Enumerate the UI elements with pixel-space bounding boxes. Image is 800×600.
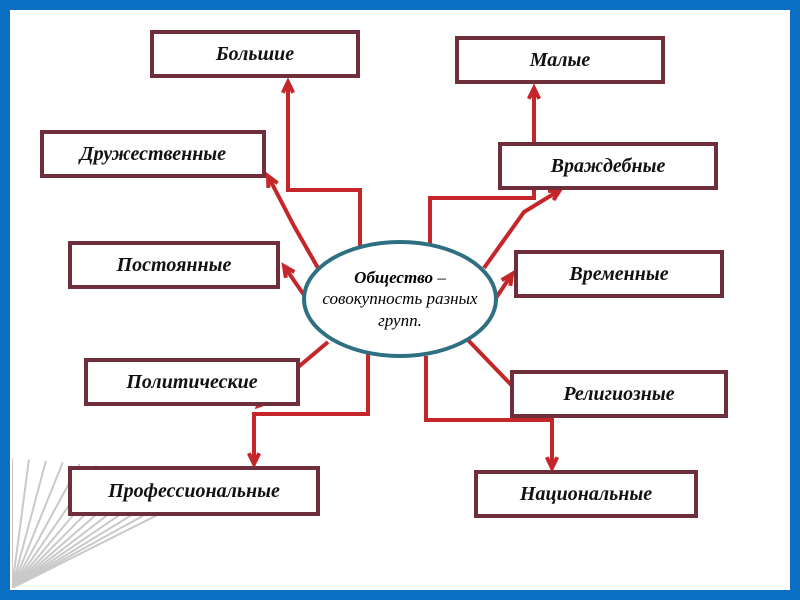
center-subtitle: совокупность разных групп. bbox=[322, 289, 477, 329]
diagram-frame: Большие Малые Дружественные Враждебные Посто… bbox=[0, 0, 800, 600]
box-druzhestvennye: Дружественные bbox=[40, 130, 266, 178]
box-natsionalnye: Национальные bbox=[474, 470, 698, 518]
box-politicheskie: Политические bbox=[84, 358, 300, 406]
center-dash: – bbox=[437, 268, 446, 287]
box-vrazhdebnye: Враждебные bbox=[498, 142, 718, 190]
box-postoyannye: Постоянные bbox=[68, 241, 280, 289]
box-vremennye: Временные bbox=[514, 250, 724, 298]
box-malye: Малые bbox=[455, 36, 665, 84]
box-professionalnye: Профессиональные bbox=[68, 466, 320, 516]
box-religioznye: Религиозные bbox=[510, 370, 728, 418]
box-bolshie: Большие bbox=[150, 30, 360, 78]
center-ellipse: Общество – совокупность разных групп. bbox=[302, 240, 498, 358]
center-title: Общество bbox=[354, 268, 433, 287]
